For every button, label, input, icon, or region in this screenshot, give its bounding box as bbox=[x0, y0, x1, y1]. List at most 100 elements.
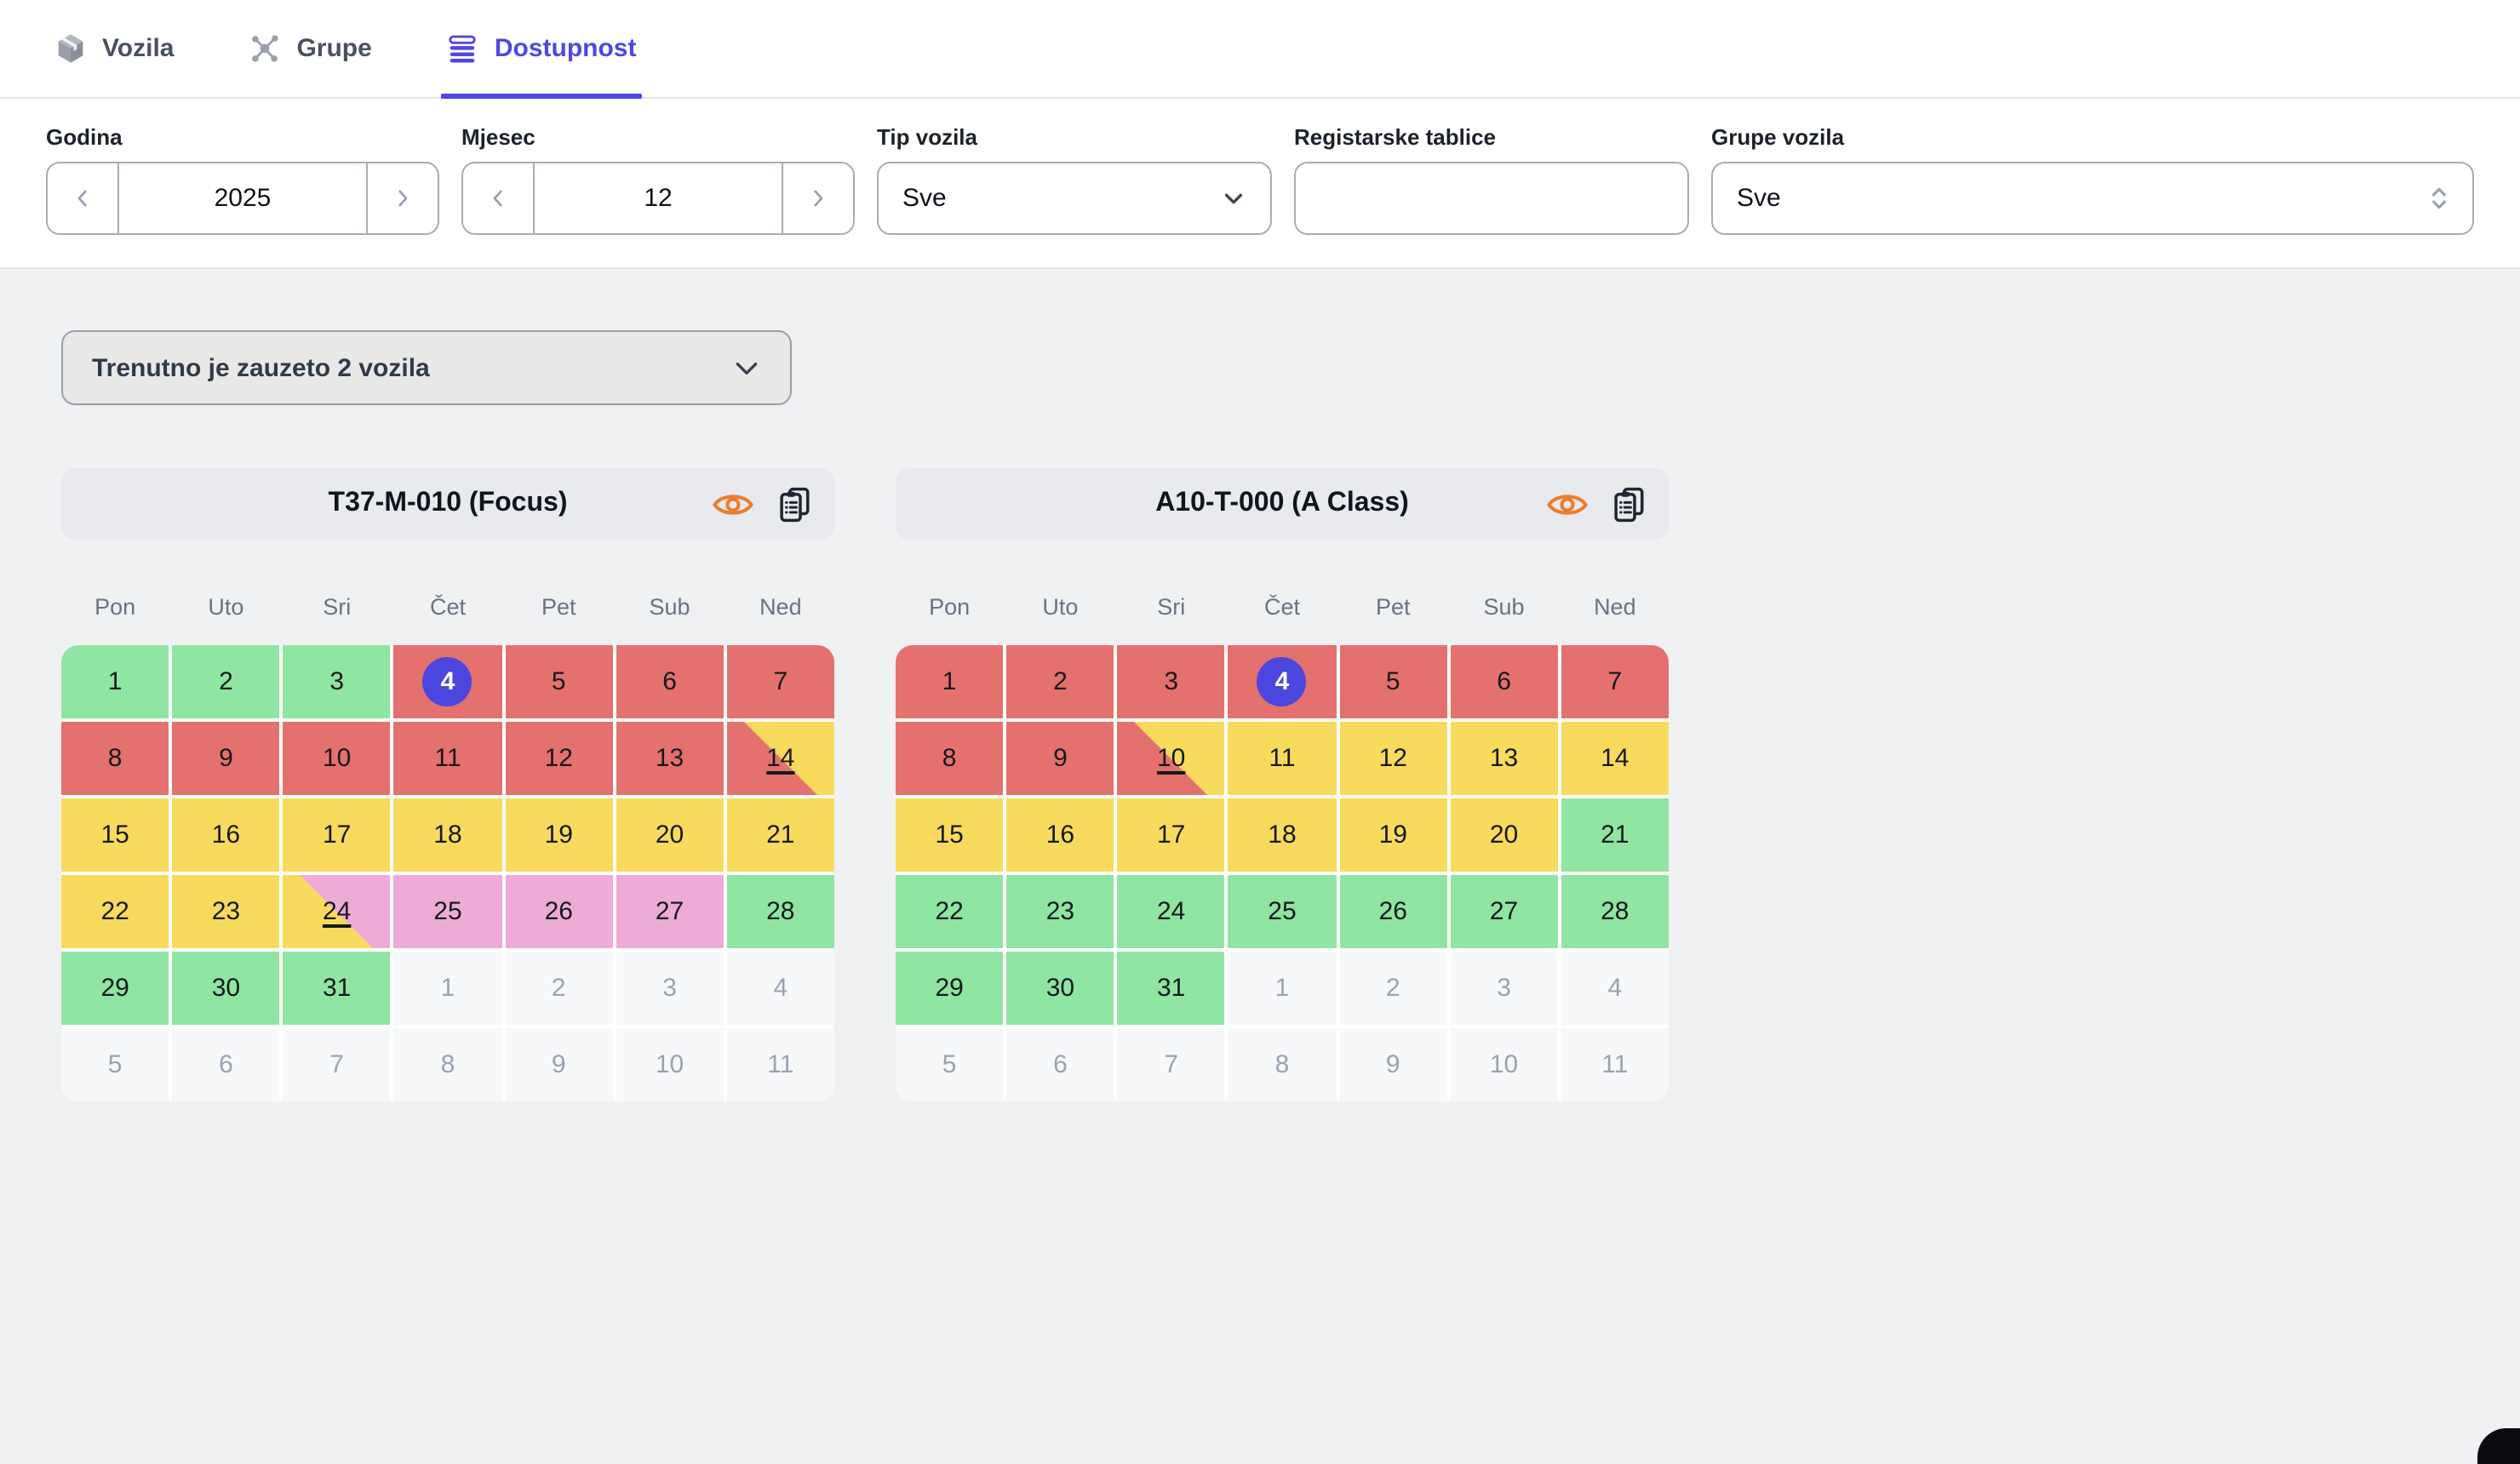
day-cell[interactable]: 25 bbox=[1228, 875, 1337, 948]
day-cell[interactable]: 16 bbox=[1006, 798, 1114, 872]
day-cell[interactable]: 20 bbox=[1450, 798, 1558, 872]
clipboard-icon[interactable] bbox=[1611, 484, 1647, 523]
day-cell[interactable]: 4 bbox=[726, 952, 834, 1025]
day-cell[interactable]: 14 bbox=[1561, 722, 1669, 795]
day-cell[interactable]: 11 bbox=[726, 1028, 834, 1101]
year-prev-button[interactable] bbox=[48, 163, 119, 233]
day-cell[interactable]: 15 bbox=[61, 798, 169, 872]
day-cell[interactable]: 1 bbox=[393, 952, 502, 1025]
day-cell[interactable]: 29 bbox=[896, 952, 1004, 1025]
day-cell[interactable]: 30 bbox=[1006, 952, 1114, 1025]
month-prev-button[interactable] bbox=[463, 163, 535, 233]
eye-icon[interactable] bbox=[1546, 489, 1589, 518]
day-cell[interactable]: 19 bbox=[505, 798, 613, 872]
day-cell[interactable]: 8 bbox=[61, 722, 169, 795]
day-cell[interactable]: 18 bbox=[393, 798, 502, 872]
day-cell[interactable]: 13 bbox=[616, 722, 724, 795]
day-cell[interactable]: 2 bbox=[172, 645, 280, 718]
day-cell[interactable]: 2 bbox=[1006, 645, 1114, 718]
day-cell[interactable]: 4 bbox=[1228, 645, 1337, 718]
clipboard-icon[interactable] bbox=[776, 484, 812, 523]
day-cell[interactable]: 30 bbox=[172, 952, 280, 1025]
day-cell[interactable]: 6 bbox=[616, 645, 724, 718]
day-cell[interactable]: 19 bbox=[1339, 798, 1447, 872]
day-cell[interactable]: 31 bbox=[283, 952, 391, 1025]
day-cell[interactable]: 8 bbox=[896, 722, 1004, 795]
tab-dostupnost[interactable]: Dostupnost bbox=[441, 0, 642, 99]
eye-icon[interactable] bbox=[712, 489, 754, 518]
day-cell[interactable]: 18 bbox=[1228, 798, 1337, 872]
month-value[interactable]: 12 bbox=[644, 184, 673, 213]
day-cell[interactable]: 12 bbox=[1339, 722, 1447, 795]
vehicle-groups-select[interactable]: Sve bbox=[1711, 162, 2474, 235]
day-cell[interactable]: 23 bbox=[1006, 875, 1114, 948]
day-cell[interactable]: 10 bbox=[283, 722, 391, 795]
day-cell[interactable]: 10 bbox=[1117, 722, 1225, 795]
day-cell[interactable]: 17 bbox=[283, 798, 391, 872]
day-cell[interactable]: 2 bbox=[505, 952, 613, 1025]
day-cell[interactable]: 26 bbox=[505, 875, 613, 948]
day-cell[interactable]: 12 bbox=[505, 722, 613, 795]
day-cell[interactable]: 13 bbox=[1450, 722, 1558, 795]
day-cell[interactable]: 5 bbox=[505, 645, 613, 718]
day-cell[interactable]: 28 bbox=[726, 875, 834, 948]
license-plate-input[interactable] bbox=[1296, 163, 1687, 233]
day-cell[interactable]: 3 bbox=[1450, 952, 1558, 1025]
day-cell[interactable]: 7 bbox=[283, 1028, 391, 1101]
day-cell[interactable]: 11 bbox=[1228, 722, 1337, 795]
day-cell[interactable]: 8 bbox=[1228, 1028, 1337, 1101]
day-cell[interactable]: 29 bbox=[61, 952, 169, 1025]
day-cell[interactable]: 9 bbox=[1339, 1028, 1447, 1101]
day-cell[interactable]: 5 bbox=[1339, 645, 1447, 718]
day-cell[interactable]: 24 bbox=[283, 875, 391, 948]
day-cell[interactable]: 1 bbox=[61, 645, 169, 718]
day-cell[interactable]: 27 bbox=[616, 875, 724, 948]
day-cell[interactable]: 1 bbox=[896, 645, 1004, 718]
day-cell[interactable]: 3 bbox=[283, 645, 391, 718]
month-next-button[interactable] bbox=[782, 163, 853, 233]
year-next-button[interactable] bbox=[366, 163, 438, 233]
day-cell[interactable]: 14 bbox=[726, 722, 834, 795]
day-cell[interactable]: 5 bbox=[61, 1028, 169, 1101]
tab-grupe[interactable]: Grupe bbox=[249, 0, 372, 97]
day-cell[interactable]: 16 bbox=[172, 798, 280, 872]
day-cell[interactable]: 7 bbox=[1561, 645, 1669, 718]
day-cell[interactable]: 3 bbox=[616, 952, 724, 1025]
day-cell[interactable]: 3 bbox=[1117, 645, 1225, 718]
day-cell[interactable]: 21 bbox=[726, 798, 834, 872]
day-cell[interactable]: 11 bbox=[393, 722, 502, 795]
year-value[interactable]: 2025 bbox=[214, 184, 272, 213]
day-cell[interactable]: 8 bbox=[393, 1028, 502, 1101]
day-cell[interactable]: 9 bbox=[505, 1028, 613, 1101]
day-cell[interactable]: 24 bbox=[1117, 875, 1225, 948]
day-cell[interactable]: 27 bbox=[1450, 875, 1558, 948]
day-cell[interactable]: 20 bbox=[616, 798, 724, 872]
occupancy-summary-toggle[interactable]: Trenutno je zauzeto 2 vozila bbox=[61, 330, 792, 405]
day-cell[interactable]: 9 bbox=[172, 722, 280, 795]
day-cell[interactable]: 10 bbox=[616, 1028, 724, 1101]
day-cell[interactable]: 31 bbox=[1117, 952, 1225, 1025]
tab-vozila[interactable]: Vozila bbox=[54, 0, 174, 97]
day-cell[interactable]: 10 bbox=[1450, 1028, 1558, 1101]
day-cell[interactable]: 25 bbox=[393, 875, 502, 948]
day-cell[interactable]: 15 bbox=[896, 798, 1004, 872]
day-cell[interactable]: 4 bbox=[1561, 952, 1669, 1025]
day-cell[interactable]: 26 bbox=[1339, 875, 1447, 948]
day-cell[interactable]: 22 bbox=[896, 875, 1004, 948]
day-cell[interactable]: 5 bbox=[896, 1028, 1004, 1101]
day-cell[interactable]: 22 bbox=[61, 875, 169, 948]
day-cell[interactable]: 7 bbox=[726, 645, 834, 718]
day-cell[interactable]: 4 bbox=[393, 645, 502, 718]
day-cell[interactable]: 28 bbox=[1561, 875, 1669, 948]
vehicle-type-select[interactable]: Sve bbox=[877, 162, 1272, 235]
day-cell[interactable]: 2 bbox=[1339, 952, 1447, 1025]
day-cell[interactable]: 9 bbox=[1006, 722, 1114, 795]
day-cell[interactable]: 6 bbox=[172, 1028, 280, 1101]
day-cell[interactable]: 1 bbox=[1228, 952, 1337, 1025]
day-cell[interactable]: 6 bbox=[1450, 645, 1558, 718]
day-cell[interactable]: 11 bbox=[1561, 1028, 1669, 1101]
day-cell[interactable]: 21 bbox=[1561, 798, 1669, 872]
day-cell[interactable]: 7 bbox=[1117, 1028, 1225, 1101]
day-cell[interactable]: 17 bbox=[1117, 798, 1225, 872]
day-cell[interactable]: 23 bbox=[172, 875, 280, 948]
